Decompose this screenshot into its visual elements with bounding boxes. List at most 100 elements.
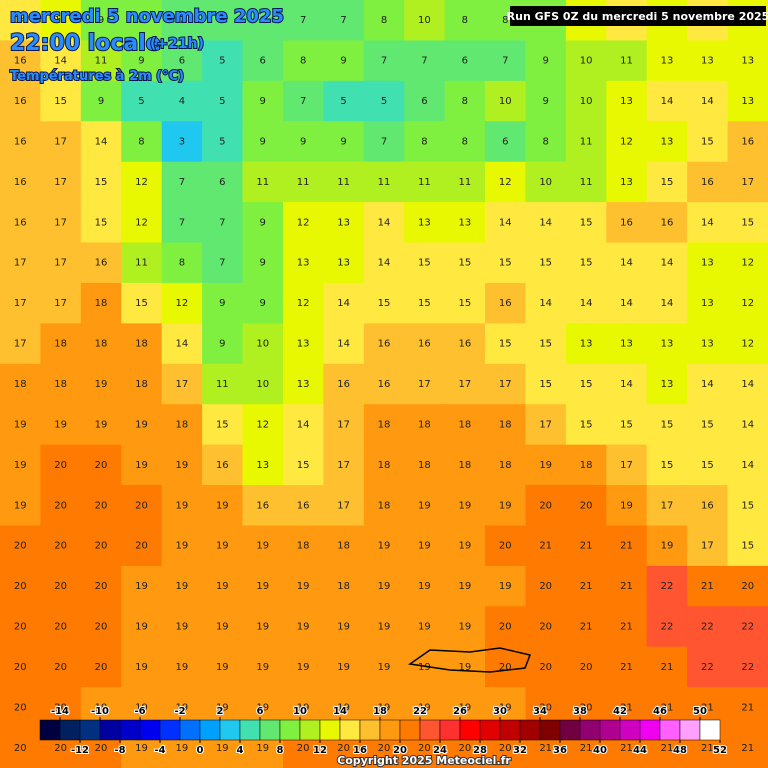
temp-label: 18 bbox=[297, 541, 310, 552]
temp-cell bbox=[646, 242, 688, 284]
temp-label: 19 bbox=[176, 500, 189, 511]
temp-label: 20 bbox=[499, 743, 512, 754]
temp-cell bbox=[121, 282, 163, 324]
scale-box bbox=[659, 719, 681, 741]
temp-label: 20 bbox=[95, 541, 108, 552]
temp-cell bbox=[323, 242, 365, 284]
temp-cell bbox=[323, 444, 365, 486]
temp-cell bbox=[687, 323, 729, 365]
temp-label: 19 bbox=[418, 500, 431, 511]
temp-label: 8 bbox=[502, 15, 508, 26]
temp-label: 17 bbox=[14, 339, 27, 350]
temp-label: 8 bbox=[462, 15, 468, 26]
temp-cell bbox=[242, 485, 284, 526]
temp-label: 12 bbox=[135, 217, 148, 228]
temp-cell bbox=[161, 323, 203, 365]
temp-label: 8 bbox=[138, 15, 144, 26]
temp-cell bbox=[40, 606, 82, 648]
temp-cell bbox=[727, 161, 768, 203]
scale-box bbox=[499, 719, 521, 741]
temp-label: 9 bbox=[260, 298, 266, 309]
temp-cell bbox=[565, 40, 607, 82]
temp-cell bbox=[606, 606, 648, 648]
temp-cell bbox=[565, 121, 607, 163]
temp-cell bbox=[242, 40, 284, 82]
temp-label: 21 bbox=[661, 662, 674, 673]
temp-cell bbox=[161, 606, 203, 648]
temp-label: 16 bbox=[620, 217, 633, 228]
temp-label: 21 bbox=[661, 702, 674, 713]
scale-box bbox=[79, 719, 101, 741]
temp-label: 9 bbox=[260, 217, 266, 228]
temp-label: 9 bbox=[219, 298, 225, 309]
temp-label: 20 bbox=[297, 743, 310, 754]
temp-cell bbox=[40, 121, 82, 163]
temp-label: 19 bbox=[458, 622, 471, 633]
temp-label: 19 bbox=[135, 743, 148, 754]
temp-label: 19 bbox=[337, 662, 350, 673]
temp-label: 19 bbox=[54, 419, 67, 430]
temp-label: 13 bbox=[620, 339, 633, 350]
temp-cell bbox=[687, 282, 729, 324]
temp-cell bbox=[485, 161, 526, 203]
temp-label: 17 bbox=[458, 379, 471, 390]
temp-cell bbox=[323, 485, 365, 526]
temp-cell bbox=[404, 0, 446, 41]
temp-cell bbox=[727, 282, 768, 324]
temp-cell bbox=[727, 444, 768, 486]
temp-cell bbox=[444, 323, 486, 365]
temp-cell bbox=[363, 121, 405, 163]
temp-cell bbox=[687, 242, 729, 284]
temp-cell bbox=[0, 565, 41, 607]
scale-box bbox=[699, 719, 721, 741]
temp-cell bbox=[40, 202, 82, 244]
temp-label: 14 bbox=[176, 339, 189, 350]
temp-cell bbox=[525, 161, 567, 203]
temp-cell bbox=[485, 606, 526, 648]
temp-label: 15 bbox=[661, 177, 674, 188]
temp-label: 19 bbox=[418, 702, 431, 713]
temp-cell bbox=[525, 606, 567, 648]
scale-box bbox=[379, 719, 401, 741]
temp-cell bbox=[687, 363, 729, 405]
temp-label: 15 bbox=[458, 298, 471, 309]
temp-cell bbox=[282, 565, 324, 607]
temp-label: 16 bbox=[661, 217, 674, 228]
temp-cell bbox=[606, 485, 648, 526]
temp-cell bbox=[525, 363, 567, 405]
temp-label: 19 bbox=[216, 500, 229, 511]
temp-label: 20 bbox=[499, 541, 512, 552]
temp-label: 15 bbox=[378, 298, 391, 309]
temp-label: 11 bbox=[95, 56, 108, 67]
temp-cell bbox=[282, 485, 324, 526]
temp-cell bbox=[121, 161, 163, 203]
temp-cell bbox=[242, 323, 284, 365]
temp-cell bbox=[202, 0, 244, 41]
temp-label: 15 bbox=[539, 339, 552, 350]
temp-label: 19 bbox=[297, 702, 310, 713]
temp-cell bbox=[363, 202, 405, 244]
temp-cell bbox=[727, 525, 768, 567]
scale-box bbox=[259, 719, 281, 741]
temp-label: 11 bbox=[418, 177, 431, 188]
temp-label: 11 bbox=[458, 177, 471, 188]
subtitle: Températures à 2m (°C) bbox=[10, 69, 184, 84]
temp-cell bbox=[565, 606, 607, 648]
temp-label: 7 bbox=[179, 15, 185, 26]
temp-cell bbox=[444, 646, 486, 688]
temp-cell bbox=[525, 80, 567, 122]
temp-label: 19 bbox=[256, 541, 269, 552]
temp-cell bbox=[121, 404, 163, 446]
temp-label: 22 bbox=[661, 622, 674, 633]
temp-cell bbox=[80, 242, 122, 284]
temp-label: 19 bbox=[297, 622, 310, 633]
temp-label: 15 bbox=[297, 460, 310, 471]
temp-cell bbox=[525, 444, 567, 486]
temp-cell bbox=[0, 606, 41, 648]
temp-cell bbox=[121, 323, 163, 365]
temp-label: 15 bbox=[54, 96, 67, 107]
temp-label: 21 bbox=[620, 662, 633, 673]
temp-label: 14 bbox=[741, 379, 754, 390]
temp-cell bbox=[202, 202, 244, 244]
temp-label: 20 bbox=[580, 662, 593, 673]
